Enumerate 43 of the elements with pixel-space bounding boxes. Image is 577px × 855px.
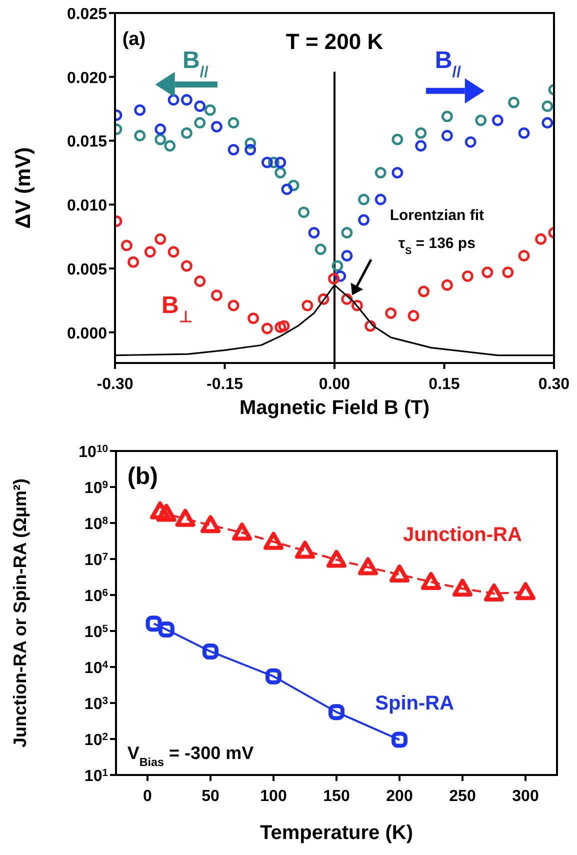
- x-tick-label: 0: [143, 788, 152, 805]
- annotation: (a): [122, 28, 146, 50]
- x-tick-label: 250: [449, 788, 476, 805]
- series-label: Junction-RA: [403, 524, 522, 546]
- x-tick-label: 300: [512, 788, 539, 805]
- y-tick-label: 10$^{10}$: [78, 444, 108, 461]
- x-axis-title: Temperature (K): [260, 822, 413, 844]
- y-tick-label: 0.010: [66, 198, 108, 215]
- y-tick-label: 10$^{2}$: [84, 732, 108, 749]
- series-label: B$_{⊥}$: [162, 292, 193, 326]
- y-tick-label: 10$^{8}$: [84, 516, 108, 533]
- annotation: (b): [127, 463, 158, 490]
- y-tick-label: 10$^{6}$: [84, 588, 108, 605]
- y-tick-label: 0.005: [66, 261, 108, 278]
- y-tick-label: 0.020: [66, 70, 108, 87]
- y-axis-title: Junction-RA or Spin-RA (Ωμm²): [10, 478, 30, 748]
- annotation: Lorentzian fit: [390, 206, 484, 224]
- y-tick-label: 0.015: [66, 134, 108, 151]
- text: T = 200 K: [286, 28, 384, 54]
- x-tick-label: 200: [386, 788, 413, 805]
- series-label: Spin-RA: [375, 692, 454, 715]
- y-tick-label: 10$^{9}$: [84, 480, 108, 497]
- text: B$_{//}$: [434, 46, 462, 80]
- series-label: B$_{//}$: [182, 46, 210, 80]
- y-axis-title: ΔV (mV): [12, 147, 35, 229]
- x-tick-label: -0.30: [96, 376, 134, 393]
- x-tick-label: 100: [260, 788, 287, 805]
- y-tick-label: 10$^{3}$: [84, 696, 108, 713]
- x-tick-label: -0.15: [206, 376, 244, 393]
- y-tick-label: 10$^{4}$: [84, 660, 108, 677]
- x-tick-label: 0.15: [428, 376, 460, 393]
- y-tick-label: 0.025: [66, 6, 108, 23]
- x-tick-label: 0.30: [538, 376, 570, 393]
- annotation: τ$_{S}$ = 136 ps: [398, 235, 476, 257]
- x-tick-label: 0.00: [318, 376, 350, 393]
- annotation: V$_{Bias}$ = -300 mV: [127, 742, 254, 768]
- x-tick-label: 150: [323, 788, 350, 805]
- x-axis-title: Magnetic Field B (T): [240, 397, 430, 419]
- x-tick-label: 50: [202, 788, 220, 805]
- y-tick-label: 10$^{1}$: [84, 768, 108, 785]
- y-tick-label: 0.000: [66, 325, 108, 342]
- y-tick-label: 10$^{5}$: [84, 624, 108, 641]
- y-tick-label: 10$^{7}$: [84, 552, 108, 569]
